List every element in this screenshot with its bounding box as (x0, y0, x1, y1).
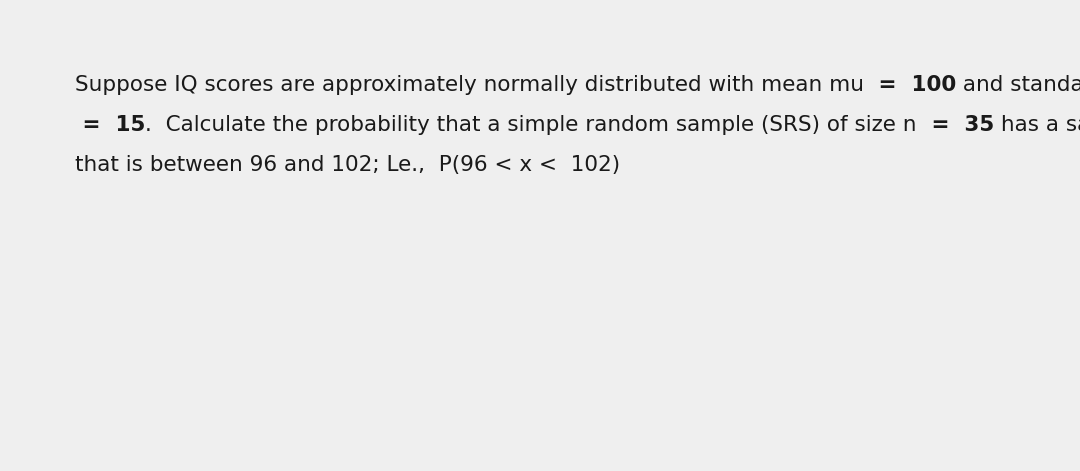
Text: has a sample mean &: has a sample mean & (994, 115, 1080, 135)
Text: =  100: = 100 (870, 75, 956, 95)
Text: .  Calculate the probability that a simple random sample (SRS) of size n: . Calculate the probability that a simpl… (146, 115, 923, 135)
Text: =  15: = 15 (75, 115, 146, 135)
Text: =  35: = 35 (923, 115, 994, 135)
Text: that is between 96 and 102; Le.,  P(96 < x <  102): that is between 96 and 102; Le., P(96 < … (75, 155, 620, 175)
Text: and standard deviation a: and standard deviation a (956, 75, 1080, 95)
Text: Suppose IQ scores are approximately normally distributed with mean mu: Suppose IQ scores are approximately norm… (75, 75, 870, 95)
